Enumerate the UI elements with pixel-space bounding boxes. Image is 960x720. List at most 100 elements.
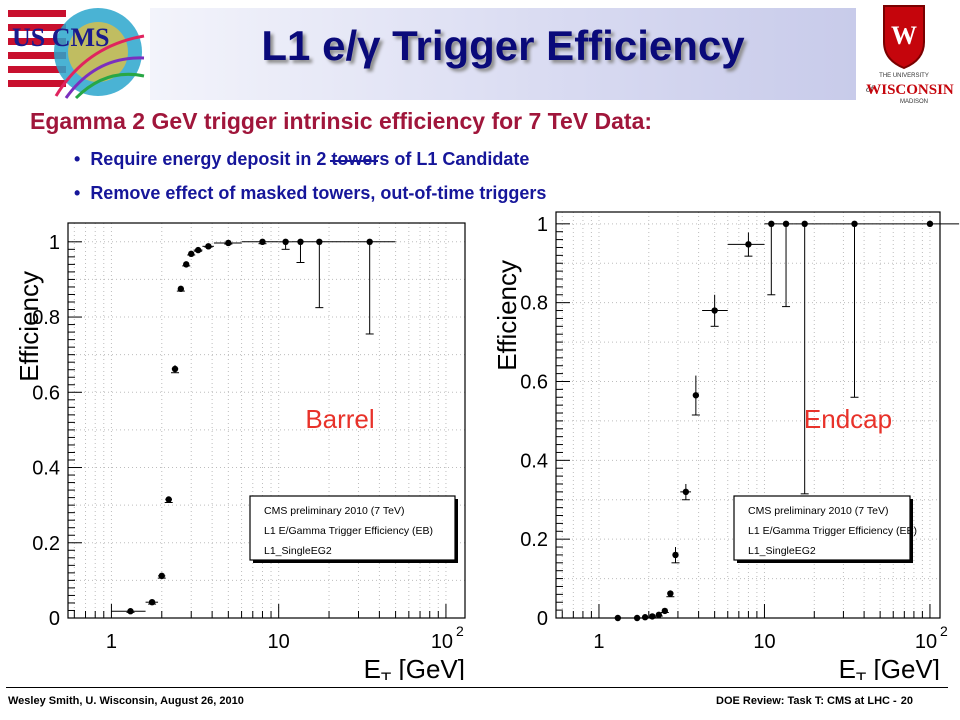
y-tick-label: 0.8	[32, 307, 60, 329]
y-axis-ticks	[556, 223, 570, 619]
data-point	[164, 496, 173, 504]
y-tick-label: 0	[49, 608, 60, 630]
legend-line: L1 E/Gamma Trigger Efficiency (EB)	[264, 525, 433, 537]
y-tick-label: 0.2	[520, 529, 548, 551]
legend-frame	[733, 495, 911, 561]
marker	[171, 365, 179, 373]
data-point	[614, 614, 622, 622]
legend-box: CMS preliminary 2010 (7 TeV) L1 E/Gamma T…	[733, 495, 917, 563]
marker	[183, 261, 190, 268]
marker	[158, 572, 165, 580]
marker	[692, 392, 700, 399]
y-tick-label: 1	[537, 214, 548, 236]
x-axis-title: ET [GeV]	[364, 654, 465, 680]
x-tick-label: 10	[915, 631, 937, 653]
marker	[259, 238, 266, 246]
marker	[633, 614, 641, 622]
data-point	[111, 608, 146, 615]
plot-frame	[67, 222, 466, 619]
marker	[614, 614, 622, 622]
legend-line: L1 E/Gamma Trigger Efficiency (EE)	[748, 525, 917, 537]
slide-title: L1 e/γ Trigger Efficiency	[261, 22, 745, 69]
marker	[655, 611, 663, 619]
marker	[188, 250, 195, 258]
bullet-text: Remove effect of masked towers, out-of-t…	[90, 183, 547, 203]
data-point	[880, 220, 960, 228]
y-axis-title: Efficiency	[14, 271, 44, 382]
region-label: Barrel	[305, 404, 374, 434]
region-label: Endcap	[804, 404, 892, 434]
logo-uw-top: THE UNIVERSITY	[879, 73, 929, 79]
marker	[641, 614, 649, 621]
legend-line: CMS preliminary 2010 (7 TeV)	[748, 505, 888, 517]
data-point	[727, 232, 765, 257]
logo-uw-name: WISCONSIN	[866, 82, 954, 98]
data-point	[171, 365, 180, 374]
marker	[148, 599, 156, 606]
marker	[745, 241, 752, 248]
x-tick-label: 1	[593, 631, 604, 653]
y-tick-label: 0.4	[520, 450, 548, 472]
x-tick-label: 10	[753, 631, 775, 653]
x-axis-ticks	[73, 604, 447, 618]
marker	[366, 238, 373, 246]
data-point	[654, 611, 663, 619]
x-tick-label-exponent: 2	[940, 623, 948, 639]
bullet-text: Require energy deposit in 2 towers of L1…	[90, 149, 530, 169]
data-points	[111, 238, 396, 615]
legend-box: CMS preliminary 2010 (7 TeV) L1 E/Gamma T…	[249, 495, 458, 563]
marker	[661, 607, 669, 615]
x-axis-ticks	[561, 604, 931, 618]
y-tick-label: 0.6	[32, 382, 60, 404]
marker	[667, 590, 674, 597]
legend-shadow	[910, 499, 913, 563]
data-point	[308, 238, 330, 309]
x-axis-title: ET [GeV]	[839, 654, 940, 680]
data-point	[793, 220, 815, 495]
legend-line: L1_SingleEG2	[748, 545, 816, 557]
data-point	[691, 375, 700, 416]
y-tick-label: 1	[49, 232, 60, 254]
x-tick-label-exponent: 2	[456, 623, 464, 639]
marker	[649, 613, 656, 620]
logo-uw-of: of	[866, 84, 875, 94]
marker	[851, 220, 858, 228]
legend-line: CMS preliminary 2010 (7 TeV)	[264, 505, 404, 517]
marker	[205, 243, 212, 250]
data-points	[614, 220, 960, 622]
page-number: 20	[900, 695, 913, 707]
marker	[768, 220, 775, 228]
bullet-item: • Remove effect of masked towers, out-of-…	[74, 183, 546, 204]
bullet-dot-icon: •	[74, 183, 81, 203]
y-axis-ticks	[68, 241, 82, 619]
y-axis-title: Efficiency	[492, 260, 522, 371]
data-point	[814, 220, 881, 398]
marker	[711, 307, 718, 314]
x-tick-label: 1	[106, 631, 117, 653]
us-cms-logo: US CMS	[6, 6, 146, 100]
marker	[801, 220, 808, 228]
data-point	[176, 285, 185, 293]
data-point	[145, 599, 159, 606]
logo-text: US CMS	[12, 23, 110, 52]
data-point	[187, 250, 196, 258]
marker	[926, 220, 934, 228]
footer-divider	[6, 687, 948, 688]
data-point	[702, 294, 728, 327]
legend-shadow	[737, 560, 913, 563]
marker	[682, 488, 690, 496]
footer-title: DOE Review: Task T: CMS at LHC -20	[716, 695, 913, 707]
footer-author: Wesley Smith, U. Wisconsin, August 26, 2…	[8, 695, 244, 707]
legend-shadow	[253, 560, 458, 563]
headline: Egamma 2 GeV trigger intrinsic efficienc…	[30, 108, 653, 134]
svg-text:W: W	[891, 21, 917, 50]
x-tick-label: 10	[431, 631, 453, 653]
marker	[194, 246, 202, 254]
marker	[297, 238, 304, 246]
marker	[282, 238, 289, 246]
legend-shadow	[455, 499, 458, 563]
y-tick-label: 0	[537, 608, 548, 630]
data-point	[241, 238, 279, 246]
data-point	[193, 246, 203, 254]
